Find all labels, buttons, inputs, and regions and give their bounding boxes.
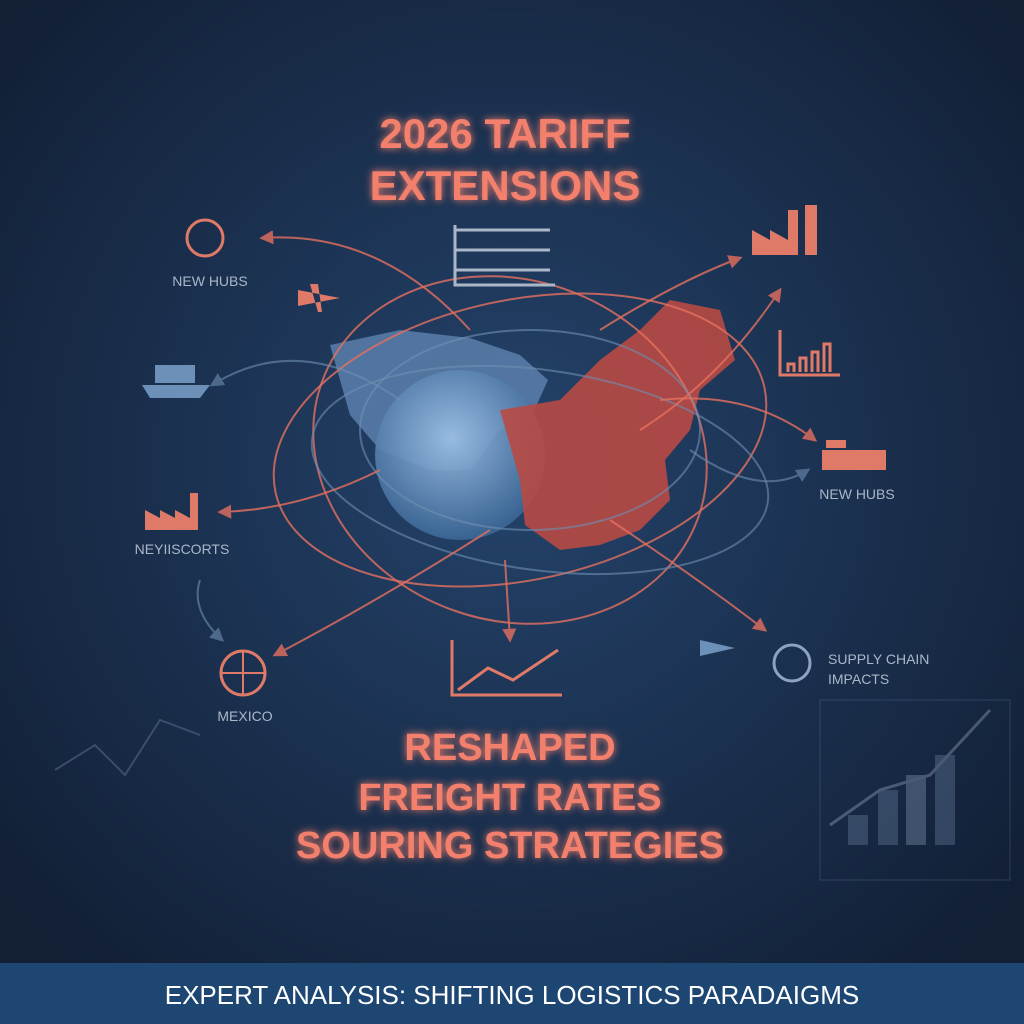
outcome-line: SOURING STRATEGIES (296, 825, 724, 867)
factory-icon (752, 205, 817, 255)
title: 2026 TARIFF EXTENSIONS (370, 110, 641, 209)
dollar-icon (185, 218, 225, 258)
label: SUPPLY CHAIN (828, 651, 929, 667)
label: NEW HUBS (819, 486, 894, 502)
label: NEW HUBS (172, 273, 247, 289)
title-line: 2026 TARIFF (379, 110, 630, 157)
footer-bar (0, 963, 1024, 1024)
factory-icon (145, 493, 198, 530)
container-icon (822, 440, 886, 470)
label: IMPACTS (828, 671, 889, 687)
title-line: EXTENSIONS (370, 162, 641, 209)
icons (142, 205, 886, 697)
globe-icon-lines (221, 651, 265, 695)
outcome-line: RESHAPED (404, 727, 615, 769)
background-chart (54, 699, 1011, 881)
chart-icon (778, 330, 840, 377)
ship-icon (142, 365, 210, 398)
map (330, 300, 735, 550)
plane-icon (298, 284, 340, 312)
dollar-icon (772, 643, 812, 683)
footer-text: EXPERT ANALYSIS: SHIFTING LOGISTICS PARA… (165, 980, 859, 1010)
wall-icon (453, 225, 555, 287)
growth-icon (450, 640, 562, 697)
label: NEYIISCORTS (135, 541, 230, 557)
china-map (500, 300, 735, 550)
outcome-line: FREIGHT RATES (358, 777, 661, 819)
outcome: RESHAPED FREIGHT RATES SOURING STRATEGIE… (296, 727, 724, 867)
trade-arcs (196, 230, 818, 657)
label: MEXICO (217, 708, 272, 724)
plane-icon (700, 630, 735, 668)
